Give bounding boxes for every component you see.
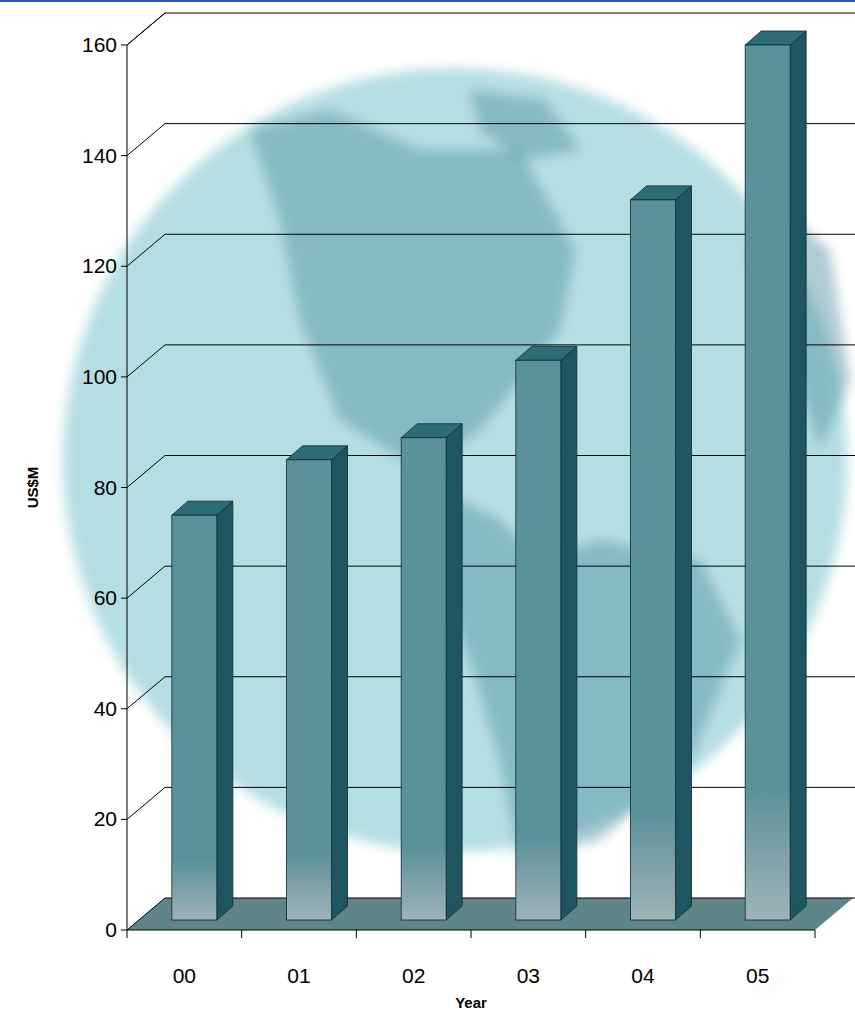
x-tick — [241, 930, 242, 938]
y-ticks: 0 20 40 60 80 100 120 140 160 — [82, 33, 127, 941]
chart-container: 0 20 40 60 80 100 120 140 160 00 01 02 03 04 05 Year US$… — [0, 0, 855, 1018]
x-tick — [127, 930, 128, 938]
bar — [401, 424, 462, 920]
top-border — [0, 0, 855, 2]
bar-front — [287, 460, 332, 920]
bar — [287, 446, 348, 920]
x-tick-labels: 00 01 02 03 04 05 — [173, 964, 770, 987]
x-tick-label: 02 — [402, 964, 425, 987]
x-tick-label: 03 — [517, 964, 540, 987]
bar-top — [516, 346, 577, 360]
x-tick — [585, 930, 586, 938]
y-tick-label: 0 — [105, 918, 117, 941]
floor — [127, 898, 853, 930]
bar-side — [332, 446, 348, 920]
y-tick-label: 60 — [94, 586, 117, 609]
y-tick-label: 100 — [82, 365, 117, 388]
x-tick-label: 05 — [746, 964, 769, 987]
x-tick — [815, 930, 816, 938]
bar-front — [172, 515, 217, 920]
y-axis-title: US$M — [24, 467, 41, 509]
bar-top — [745, 31, 806, 45]
grid-line — [127, 13, 855, 45]
bar-side — [790, 31, 806, 920]
y-tick — [121, 819, 127, 820]
bar-side — [217, 501, 233, 920]
bar-side — [561, 346, 577, 920]
x-tick-label: 01 — [287, 964, 310, 987]
bar-front — [401, 438, 446, 920]
bar-top — [401, 424, 462, 438]
bar — [172, 501, 233, 920]
continent — [420, 480, 740, 860]
x-tick — [356, 930, 357, 938]
y-tick-label: 40 — [94, 697, 117, 720]
x-tick-label: 04 — [631, 964, 655, 987]
bar — [745, 31, 806, 920]
bar — [631, 186, 692, 920]
y-tick — [121, 598, 127, 599]
x-tick — [471, 930, 472, 938]
y-tick-label: 160 — [82, 33, 117, 56]
x-tick-label: 00 — [173, 964, 196, 987]
chart-svg: 0 20 40 60 80 100 120 140 160 00 01 02 03 04 05 Year US$… — [0, 0, 855, 1018]
bar-top — [631, 186, 692, 200]
bar-front — [631, 200, 676, 920]
y-tick-label: 20 — [94, 807, 117, 830]
y-tick-label: 80 — [94, 476, 117, 499]
bar-front — [745, 45, 790, 920]
y-tick-label: 120 — [82, 254, 117, 277]
grid — [127, 13, 855, 930]
bar — [516, 346, 577, 920]
x-axis-title: Year — [455, 994, 487, 1011]
y-axis — [127, 45, 128, 930]
y-tick — [121, 930, 127, 931]
y-tick — [121, 45, 127, 46]
bar-front — [516, 360, 561, 920]
bars — [172, 31, 806, 920]
y-tick — [121, 266, 127, 267]
bar-side — [446, 424, 462, 920]
bar-top — [287, 446, 348, 460]
y-tick — [121, 487, 127, 488]
y-tick-label: 140 — [82, 144, 117, 167]
bar-top — [172, 501, 233, 515]
y-tick — [121, 708, 127, 709]
bar-side — [676, 186, 692, 920]
x-tick — [700, 930, 701, 938]
y-tick — [121, 376, 127, 377]
axis-depth-edge — [127, 13, 165, 45]
y-tick — [121, 155, 127, 156]
continent — [470, 90, 580, 160]
